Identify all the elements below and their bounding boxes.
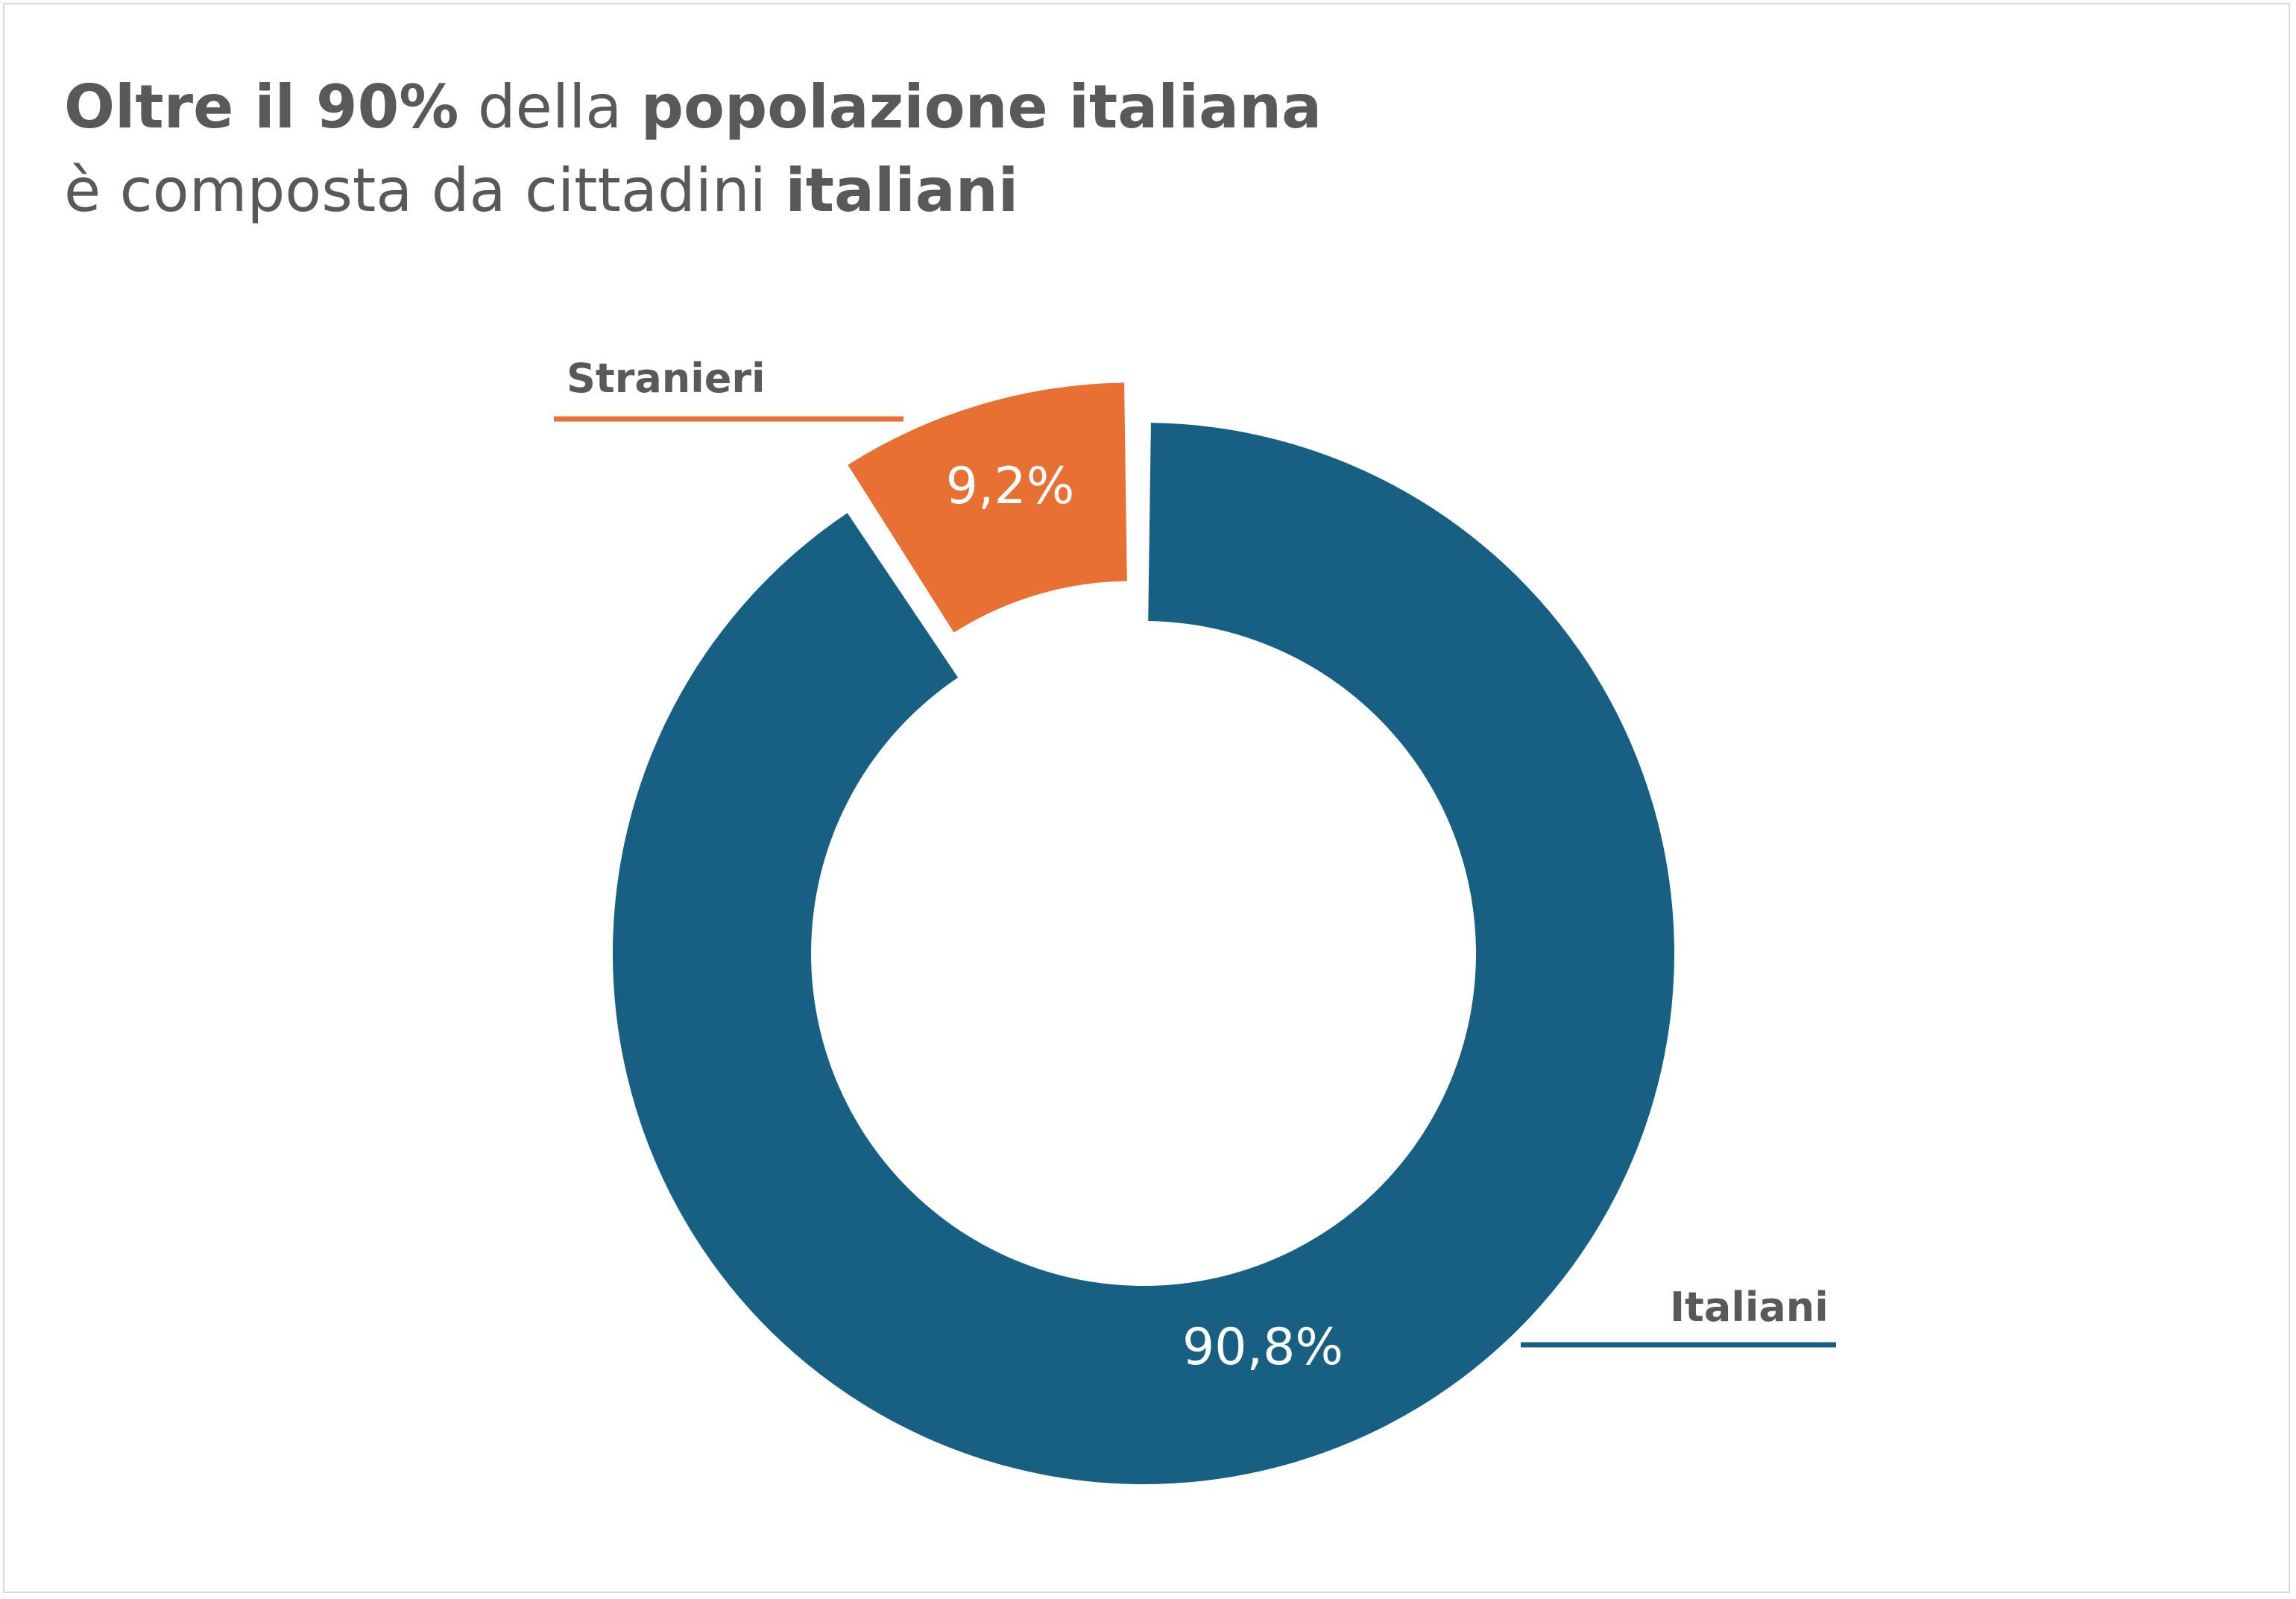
title-line2-run-0: è composta da cittadini bbox=[64, 156, 786, 225]
value-label-italiani: 90,8% bbox=[1182, 1318, 1343, 1377]
title-line2-run-1: italiani bbox=[785, 156, 1019, 225]
slice-italiani bbox=[612, 423, 1674, 1485]
title-line1-run-2: popolazione italiana bbox=[640, 72, 1322, 142]
chart-title: Oltre il 90% della popolazione italiana … bbox=[64, 66, 1322, 233]
category-label-stranieri: Stranieri bbox=[567, 355, 766, 402]
title-line1-run-0: Oltre il 90% bbox=[64, 72, 459, 142]
chart-title-line-1: Oltre il 90% della popolazione italiana bbox=[64, 66, 1322, 149]
slice-stranieri bbox=[848, 382, 1127, 633]
value-label-stranieri: 9,2% bbox=[946, 457, 1075, 516]
title-line1-run-1: della bbox=[458, 72, 641, 142]
chart-frame bbox=[3, 3, 2290, 1593]
category-label-italiani: Italiani bbox=[1670, 1284, 1829, 1331]
chart-title-line-2: è composta da cittadini italiani bbox=[64, 149, 1322, 233]
